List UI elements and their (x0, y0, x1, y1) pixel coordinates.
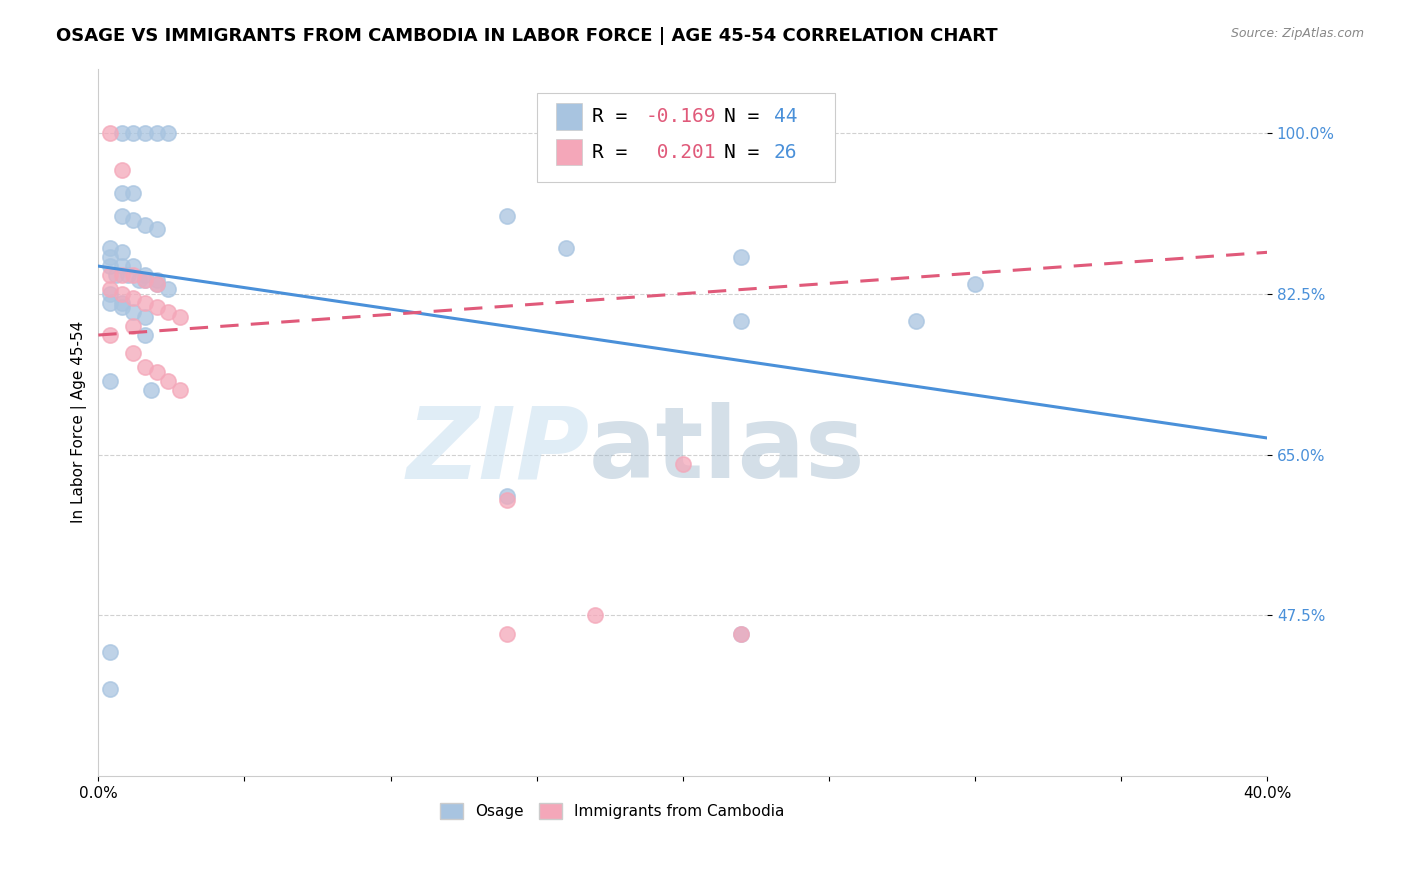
Point (730, 626, 752, 640)
Point (146, 277, 169, 292)
Point (157, 126, 180, 140)
Point (111, 186, 134, 200)
Point (122, 305, 145, 319)
Point (122, 318, 145, 333)
Point (111, 296, 134, 310)
Point (98, 268, 121, 283)
Text: atlas: atlas (589, 402, 866, 500)
Point (122, 213, 145, 227)
Point (111, 301, 134, 315)
Text: N =: N = (724, 107, 770, 126)
Point (122, 259, 145, 273)
Text: N =: N = (724, 143, 770, 161)
Point (98, 126, 121, 140)
Text: OSAGE VS IMMIGRANTS FROM CAMBODIA IN LABOR FORCE | AGE 45-54 CORRELATION CHART: OSAGE VS IMMIGRANTS FROM CAMBODIA IN LAB… (56, 27, 998, 45)
Point (98, 645, 121, 659)
Text: Source: ZipAtlas.com: Source: ZipAtlas.com (1230, 27, 1364, 40)
Point (583, 608, 606, 623)
Point (98, 259, 121, 273)
Y-axis label: In Labor Force | Age 45-54: In Labor Force | Age 45-54 (72, 321, 87, 524)
Point (134, 360, 156, 375)
Point (730, 314, 752, 328)
Point (134, 296, 156, 310)
Point (169, 383, 191, 397)
Point (104, 268, 127, 283)
Point (111, 245, 134, 260)
Point (111, 286, 134, 301)
Point (122, 186, 145, 200)
Text: -0.169: -0.169 (645, 107, 716, 126)
Text: R =: R = (592, 107, 638, 126)
FancyBboxPatch shape (557, 138, 582, 166)
Point (128, 273, 150, 287)
Point (730, 626, 752, 640)
Point (111, 268, 134, 283)
Point (672, 457, 695, 471)
Text: 44: 44 (773, 107, 797, 126)
Point (98, 374, 121, 388)
Point (111, 209, 134, 223)
Point (111, 259, 134, 273)
Point (134, 218, 156, 232)
Point (98, 241, 121, 255)
Point (98, 286, 121, 301)
Text: 26: 26 (773, 143, 797, 161)
Point (111, 126, 134, 140)
Point (98, 296, 121, 310)
Point (146, 365, 169, 379)
Point (134, 273, 156, 287)
Point (98, 681, 121, 696)
Point (117, 268, 139, 283)
Point (146, 301, 169, 315)
Point (134, 126, 156, 140)
Point (905, 314, 928, 328)
Point (963, 277, 986, 292)
Point (122, 126, 145, 140)
Point (157, 305, 180, 319)
Point (111, 162, 134, 177)
Point (146, 277, 169, 292)
FancyBboxPatch shape (557, 103, 582, 130)
Point (134, 273, 156, 287)
Point (146, 273, 169, 287)
Point (496, 489, 519, 503)
Point (122, 346, 145, 360)
Point (134, 310, 156, 324)
Point (496, 209, 519, 223)
FancyBboxPatch shape (537, 94, 835, 182)
Text: R =: R = (592, 143, 638, 161)
Point (146, 222, 169, 236)
Text: ZIP: ZIP (406, 402, 589, 500)
Point (139, 383, 162, 397)
Point (496, 626, 519, 640)
Point (554, 241, 576, 255)
Point (122, 268, 145, 283)
Text: 0.201: 0.201 (645, 143, 716, 161)
Point (496, 493, 519, 508)
Point (98, 282, 121, 296)
Point (730, 250, 752, 264)
Legend: Osage, Immigrants from Cambodia: Osage, Immigrants from Cambodia (434, 797, 792, 825)
Point (157, 282, 180, 296)
Point (98, 250, 121, 264)
Point (98, 328, 121, 343)
Point (122, 291, 145, 305)
Point (169, 310, 191, 324)
Point (134, 268, 156, 283)
Point (157, 374, 180, 388)
Point (134, 328, 156, 343)
Point (146, 126, 169, 140)
